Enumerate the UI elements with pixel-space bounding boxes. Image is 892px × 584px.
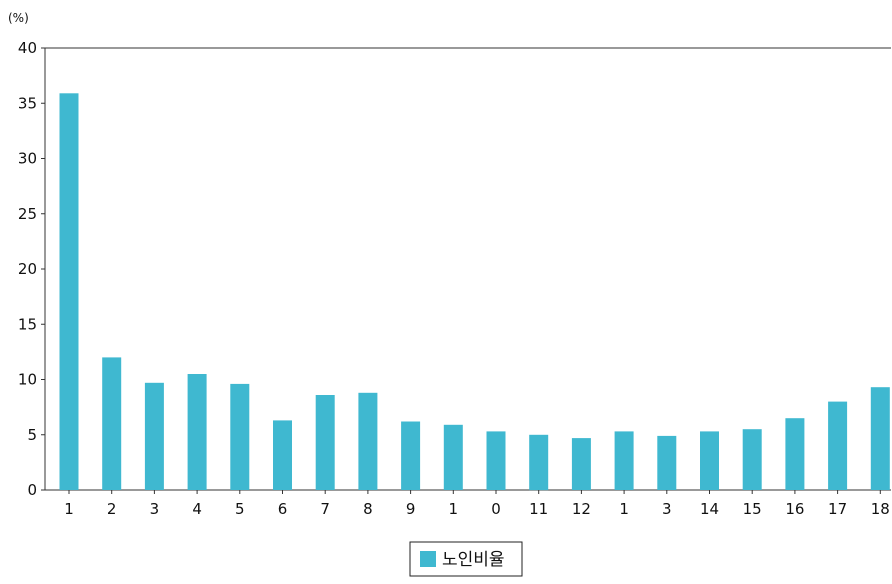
x-tick-label: 2 (107, 500, 117, 518)
bar (59, 93, 79, 491)
bar (358, 392, 378, 490)
x-tick-label: 17 (828, 500, 847, 518)
legend-swatch (420, 551, 436, 567)
bar (144, 382, 164, 490)
legend-label: 노인비율 (442, 550, 505, 570)
x-tick-label: 15 (743, 500, 762, 518)
bar (657, 435, 677, 490)
x-tick-label: 16 (785, 500, 804, 518)
y-tick-label: 35 (18, 94, 37, 112)
bar (828, 401, 848, 490)
y-axis-unit-label: (%) (8, 11, 29, 25)
bar (102, 357, 122, 490)
x-tick-labels: 1 2 3 4 5 6 7 8 9 1 0 11 12 1 3 14 15 16 17 18 (64, 490, 890, 518)
bar (401, 421, 421, 490)
x-tick-label: 14 (700, 500, 719, 518)
bar (187, 374, 207, 490)
y-tick-label: 20 (18, 260, 37, 278)
legend: 노인비율 (409, 541, 523, 577)
y-tick-label: 5 (27, 426, 37, 444)
bar (742, 429, 762, 490)
x-tick-label: 8 (363, 500, 373, 518)
bar (443, 424, 463, 490)
bar (571, 438, 591, 490)
bar (273, 420, 292, 490)
y-tick-label: 30 (18, 150, 37, 168)
x-tick-label: 0 (491, 500, 501, 518)
bar (700, 431, 719, 490)
y-tick-label: 0 (27, 481, 37, 499)
x-tick-label: 3 (150, 500, 160, 518)
y-tick-label: 25 (18, 205, 37, 223)
bars (59, 93, 890, 491)
bar (230, 383, 250, 490)
y-tick-labels: 0 5 10 15 20 25 30 35 40 (18, 39, 45, 499)
x-tick-label: 11 (529, 500, 548, 518)
bar (785, 418, 805, 490)
bar (870, 387, 890, 490)
x-tick-label: 9 (406, 500, 416, 518)
y-tick-label: 15 (18, 315, 37, 333)
bar (529, 434, 549, 491)
x-tick-label: 1 (449, 500, 459, 518)
y-tick-label: 40 (18, 39, 37, 57)
bar (315, 395, 335, 490)
x-tick-label: 5 (235, 500, 245, 518)
x-tick-label: 12 (572, 500, 591, 518)
y-tick-label: 10 (18, 371, 37, 389)
x-tick-label: 4 (192, 500, 202, 518)
bar (486, 431, 506, 490)
x-tick-label: 3 (662, 500, 672, 518)
bar (614, 431, 634, 490)
x-tick-label: 18 (871, 500, 890, 518)
x-tick-label: 1 (64, 500, 74, 518)
axes (44, 47, 891, 491)
x-tick-label: 6 (278, 500, 288, 518)
x-tick-label: 1 (619, 500, 629, 518)
x-tick-label: 7 (320, 500, 330, 518)
